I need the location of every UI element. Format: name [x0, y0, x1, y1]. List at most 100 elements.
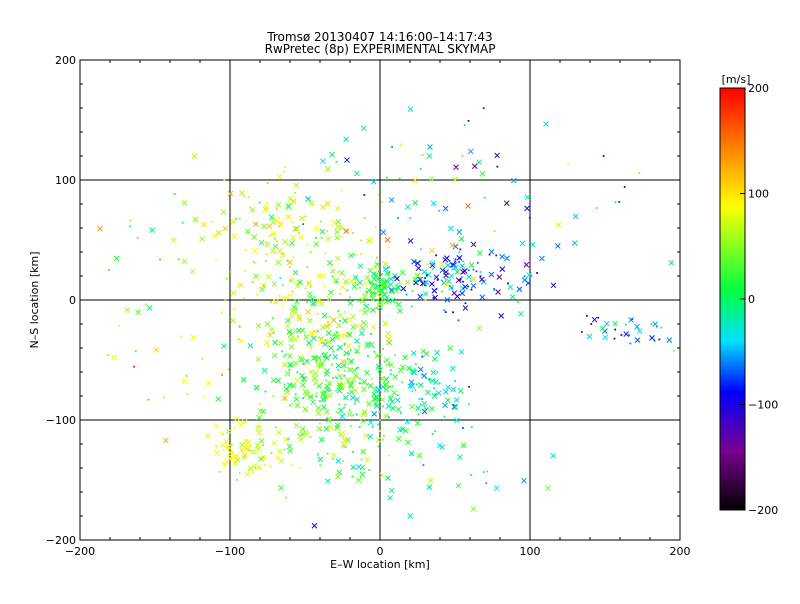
data-point-x	[371, 276, 378, 283]
data-point-x	[388, 197, 395, 203]
data-point-x	[347, 366, 353, 373]
data-point-x	[337, 344, 343, 351]
data-point-dot	[343, 369, 346, 372]
data-point-dot	[285, 496, 287, 499]
data-point-x	[276, 429, 282, 436]
data-point-x	[272, 243, 279, 250]
y-tick-label: 200	[55, 54, 76, 67]
data-point-dot	[638, 172, 641, 175]
data-point-x	[350, 464, 357, 471]
data-point-dot	[528, 216, 531, 219]
data-point-x	[287, 448, 293, 454]
data-point-dot	[415, 383, 418, 386]
data-point-dot	[332, 334, 335, 337]
data-point-dot	[365, 290, 367, 293]
data-point-dot	[401, 381, 403, 383]
colorbar-tick-label: −200	[748, 504, 778, 517]
data-point-dot	[321, 353, 324, 355]
data-point-x	[415, 405, 422, 411]
data-point-dot	[372, 282, 375, 285]
data-point-x	[427, 477, 434, 484]
data-point-dot	[438, 382, 441, 385]
data-point-x	[282, 361, 288, 368]
data-point-x	[440, 280, 447, 286]
data-point-dot	[284, 353, 287, 356]
data-point-dot	[274, 426, 277, 429]
data-point-x	[328, 289, 334, 296]
data-point-dot	[374, 226, 377, 229]
data-point-dot	[457, 319, 460, 322]
data-point-x	[331, 452, 337, 459]
data-point-x	[405, 439, 411, 446]
data-point-dot	[428, 378, 430, 381]
data-point-dot	[394, 354, 397, 357]
data-point-x	[458, 349, 465, 355]
data-point-x	[407, 513, 414, 519]
data-point-x	[294, 283, 301, 289]
data-point-x	[337, 312, 344, 319]
data-point-x	[368, 341, 375, 348]
data-point-x	[253, 273, 259, 280]
data-point-x	[347, 300, 354, 307]
data-point-x	[327, 344, 334, 351]
data-point-dot	[368, 289, 371, 292]
data-point-x	[462, 284, 468, 290]
data-point-x	[433, 274, 440, 281]
data-point-x	[323, 425, 330, 432]
data-point-dot	[467, 285, 469, 288]
data-point-dot	[618, 201, 621, 203]
data-point-x	[400, 285, 407, 292]
data-point-dot	[265, 253, 268, 256]
data-point-dot	[479, 271, 482, 273]
data-point-x	[431, 287, 438, 294]
data-point-x	[253, 385, 260, 391]
data-point-dot	[459, 279, 461, 282]
data-point-x	[326, 339, 332, 345]
data-point-x	[294, 225, 300, 232]
data-point-x	[239, 447, 245, 454]
data-point-dot	[129, 219, 132, 222]
data-point-x	[181, 200, 188, 206]
data-point-x	[382, 266, 389, 272]
data-point-dot	[343, 353, 346, 355]
data-point-x	[294, 377, 300, 384]
data-point-dot	[372, 293, 374, 296]
data-point-dot	[379, 419, 382, 421]
data-point-x	[420, 280, 426, 287]
data-point-x	[360, 448, 367, 455]
data-point-x	[521, 277, 528, 283]
x-axis-ticks: −200 −100 0 100 200	[65, 60, 691, 558]
data-point-x	[320, 391, 326, 398]
data-point-x	[261, 367, 268, 374]
data-point-dot	[290, 364, 293, 367]
data-point-x	[516, 286, 523, 293]
data-point-x	[298, 234, 304, 241]
data-point-dot	[424, 407, 427, 410]
data-point-dot	[462, 260, 464, 263]
data-point-dot	[282, 284, 284, 287]
data-point-dot	[238, 325, 241, 328]
data-point-x	[397, 367, 404, 374]
data-point-x	[276, 173, 283, 180]
data-point-dot	[359, 309, 361, 312]
data-point-dot	[370, 332, 373, 335]
data-point-dot	[256, 452, 259, 455]
data-point-dot	[396, 394, 399, 397]
data-point-dot	[367, 309, 370, 312]
data-point-x	[205, 432, 211, 439]
data-point-dot	[431, 433, 434, 435]
data-point-dot	[108, 269, 110, 271]
data-point-dot	[233, 307, 236, 310]
data-point-x	[239, 190, 245, 196]
data-point-dot	[265, 241, 268, 244]
data-point-dot	[411, 390, 414, 393]
data-point-x	[312, 379, 319, 386]
data-point-x	[453, 397, 460, 403]
data-point-x	[382, 261, 389, 267]
data-point-x	[305, 308, 312, 315]
data-point-dot	[256, 447, 259, 450]
data-point-x	[369, 283, 376, 289]
data-point-x	[426, 484, 433, 490]
data-point-dot	[472, 268, 475, 271]
data-point-x	[325, 166, 331, 172]
